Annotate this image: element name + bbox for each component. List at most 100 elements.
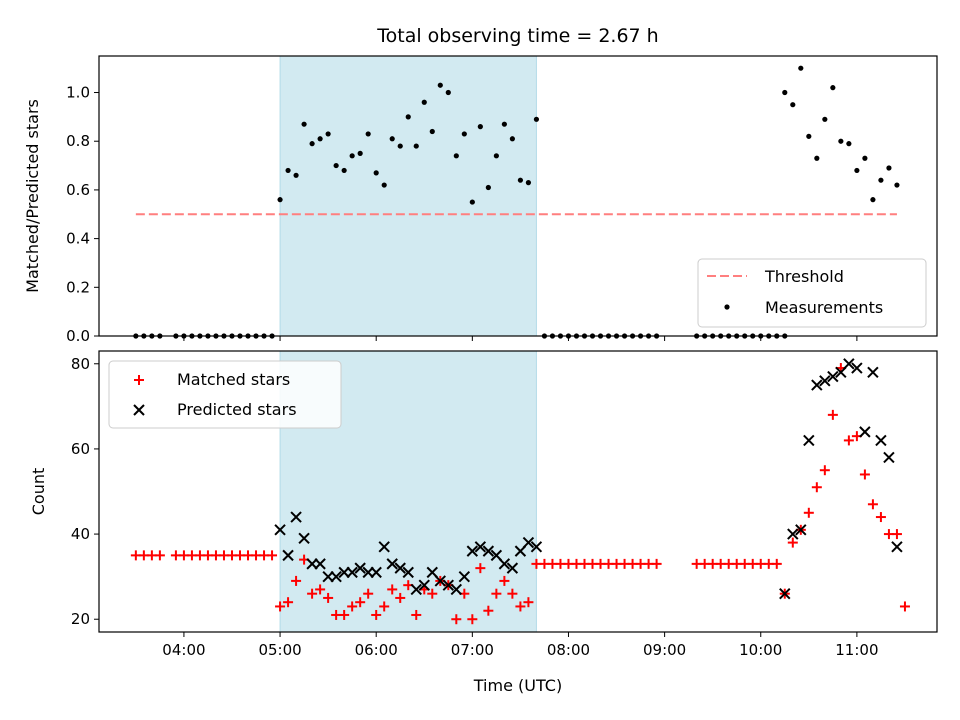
measurement-point [838, 138, 844, 144]
predicted-star-point [314, 558, 326, 570]
matched-star-point [483, 605, 494, 616]
predicted-star-point [346, 566, 358, 579]
x-tick-label: 09:00 [643, 641, 686, 659]
matched-star-point [891, 529, 902, 540]
x-stroke [354, 562, 366, 574]
ratio-panel-y-axis-label: Matched/Predicted stars [23, 99, 42, 293]
x-stroke [795, 524, 807, 536]
x-stroke [867, 366, 879, 378]
x-stroke [386, 558, 398, 570]
x-stroke [426, 566, 438, 579]
predicted-star-point [354, 562, 366, 574]
x-axis-label: Time (UTC) [473, 676, 562, 695]
matched-star-point [499, 575, 510, 586]
count-panel-x-ticks: 04:00 05:00 06:00 07:00 08:00 09:00 10:00 11:00 [162, 632, 879, 659]
predicted-star-point [274, 524, 286, 536]
predicted-star-point [282, 549, 294, 562]
measurement-point [517, 177, 524, 183]
matched-star-point [523, 597, 534, 608]
ratio-panel-frame [98, 55, 938, 337]
matched-star-point [387, 584, 398, 595]
predicted-star-point [522, 536, 535, 549]
measurement-point [389, 136, 395, 142]
measurement-point [469, 199, 475, 205]
ratio-panel-y-ticks: 0.0 0.2 0.4 0.6 0.8 1.0 [66, 84, 99, 345]
count-points [130, 358, 910, 625]
measurement-point [285, 167, 291, 174]
x-stroke [482, 545, 495, 557]
matched-star-point [395, 592, 406, 603]
predicted-star-point [330, 570, 342, 583]
predicted-star-point [803, 434, 815, 447]
measurement-point [309, 141, 315, 147]
measurement-point [798, 65, 804, 71]
x-stroke [819, 375, 831, 387]
measurement-point [846, 141, 852, 147]
count-panel-y-ticks: 20 40 60 80 [71, 355, 99, 628]
x-stroke [490, 549, 503, 562]
predicted-star-point [498, 558, 511, 570]
predicted-star-point [458, 570, 471, 583]
matched-star-point [803, 507, 814, 518]
predicted-star-point [787, 528, 799, 540]
measurement-point [381, 182, 387, 188]
x-stroke [891, 541, 903, 553]
predicted-star-point [410, 583, 422, 596]
shaded-observing-window [279, 55, 537, 337]
matched-star-point [154, 550, 165, 561]
measurement-point [453, 153, 459, 159]
y-tick-label: 60 [71, 440, 90, 458]
ratio-panel-x-ticks [183, 336, 858, 341]
y-tick-label: 1.0 [66, 84, 90, 102]
measurement-point [349, 153, 355, 159]
x-stroke [779, 587, 791, 600]
predicted-star-point [506, 562, 519, 574]
matched-star-point [347, 601, 358, 612]
x-stroke [506, 562, 519, 574]
x-stroke [370, 566, 382, 579]
x-stroke [402, 566, 414, 579]
x-stroke [450, 583, 463, 596]
matched-star-point [339, 609, 350, 620]
matched-star-point [283, 597, 294, 608]
x-stroke [346, 566, 358, 579]
x-stroke [298, 532, 310, 545]
chart-title: Total observing time = 2.67 h [376, 25, 658, 47]
measurement-point [413, 143, 419, 149]
measurement-point [421, 99, 427, 105]
x-stroke [466, 545, 479, 557]
legend-measurement-swatch [724, 304, 730, 310]
ratio-panel: 0.0 0.2 0.4 0.6 0.8 1.0 Matched/Predicted sta… [23, 55, 938, 345]
legend-measurement-label: Measurements [765, 298, 883, 317]
predicted-star-point [530, 541, 543, 553]
matched-star-point [771, 558, 782, 569]
measurement-point [782, 89, 788, 96]
legend-predicted-swatch [133, 404, 145, 416]
x-stroke [330, 570, 342, 583]
predicted-star-point [370, 566, 382, 579]
predicted-star-point [851, 362, 863, 374]
measurement-point [341, 167, 347, 174]
matched-star-point [291, 575, 302, 586]
x-stroke [410, 583, 422, 596]
measurement-point [485, 184, 491, 191]
x-stroke [843, 358, 855, 370]
x-stroke [875, 434, 887, 447]
measurement-point [397, 143, 403, 149]
x-stroke [811, 379, 823, 391]
measurement-point [509, 136, 515, 142]
measurement-point [277, 197, 283, 203]
measurement-point [365, 131, 371, 137]
matched-star-point [875, 512, 886, 523]
x-stroke [314, 558, 326, 570]
matched-star-point [819, 465, 830, 476]
x-stroke [378, 541, 390, 553]
y-tick-label: 40 [71, 525, 90, 543]
x-tick-label: 06:00 [355, 641, 398, 659]
matched-star-point [491, 588, 502, 599]
matched-star-point [843, 435, 854, 446]
predicted-star-point [386, 558, 398, 570]
measurement-point [301, 121, 307, 127]
matched-star-point [355, 597, 366, 608]
ratio-panel-legend: Threshold Measurements [697, 258, 927, 328]
